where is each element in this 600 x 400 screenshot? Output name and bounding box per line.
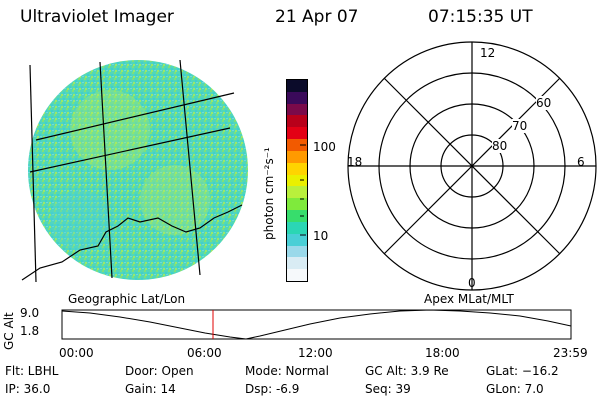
- info-gcalt: GC Alt: 3.9 Re: [365, 364, 449, 378]
- colorbar-segment: [287, 139, 307, 151]
- apex-label: Apex MLat/MLT: [424, 292, 514, 306]
- geo-grid: [21, 59, 243, 283]
- info-ip: IP: 36.0: [5, 382, 51, 396]
- alt-ytick-bottom: 1.8: [20, 324, 40, 338]
- lat-label-80: 80: [492, 139, 508, 153]
- info-flt: Flt: LBHL: [5, 364, 59, 378]
- date-label: 21 Apr 07: [275, 7, 359, 27]
- time-label: 07:15:35 UT: [428, 7, 533, 27]
- colorbar-segment: [287, 127, 307, 140]
- lat-label-70: 70: [512, 119, 528, 133]
- info-dsp: Dsp: -6.9: [245, 382, 300, 396]
- info-glat: GLat: −16.2: [486, 364, 559, 378]
- colorbar-segment: [287, 198, 307, 211]
- colorbar-segment: [287, 150, 307, 163]
- colorbar-segment: [287, 186, 307, 199]
- colorbar-tick-100: 100: [313, 140, 336, 154]
- colorbar-segment: [287, 115, 307, 128]
- coastline: [21, 204, 243, 281]
- info-door: Door: Open: [125, 364, 194, 378]
- colorbar-segment: [287, 80, 307, 92]
- info-glon: GLon: 7.0: [486, 382, 544, 396]
- colorbar-tick-10: 10: [313, 229, 329, 243]
- mlt-label-6: 6: [577, 155, 585, 169]
- mlt-label-0: 0: [468, 276, 476, 290]
- colorbar: [286, 79, 308, 282]
- alt-xtick-1200: 12:00: [298, 346, 333, 360]
- alt-xtick-0000: 00:00: [59, 346, 94, 360]
- info-gain: Gain: 14: [125, 382, 176, 396]
- lat-label-60: 60: [536, 96, 552, 110]
- colorbar-segment: [287, 233, 307, 246]
- colorbar-ticks: [300, 144, 306, 236]
- colorbar-segment: [287, 91, 307, 104]
- alt-ytick-top: 9.0: [20, 306, 40, 320]
- colorbar-segment: [287, 221, 307, 234]
- alt-xtick-2359: 23:59: [553, 346, 588, 360]
- colorbar-segment: [287, 162, 307, 175]
- geo-label: Geographic Lat/Lon: [68, 292, 186, 306]
- app-title: Ultraviolet Imager: [20, 7, 174, 27]
- colorbar-segment: [287, 257, 307, 270]
- info-mode: Mode: Normal: [245, 364, 329, 378]
- colorbar-segment: [287, 210, 307, 222]
- alt-xtick-0600: 06:00: [187, 346, 222, 360]
- alt-xtick-1800: 18:00: [425, 346, 460, 360]
- mlt-label-12: 12: [480, 46, 496, 60]
- colorbar-segment: [287, 174, 307, 187]
- colorbar-segment: [287, 103, 307, 116]
- colorbar-segment: [287, 245, 307, 258]
- info-seq: Seq: 39: [365, 382, 411, 396]
- colorbar-segment: [287, 269, 307, 282]
- mlt-label-18: 18: [347, 155, 363, 169]
